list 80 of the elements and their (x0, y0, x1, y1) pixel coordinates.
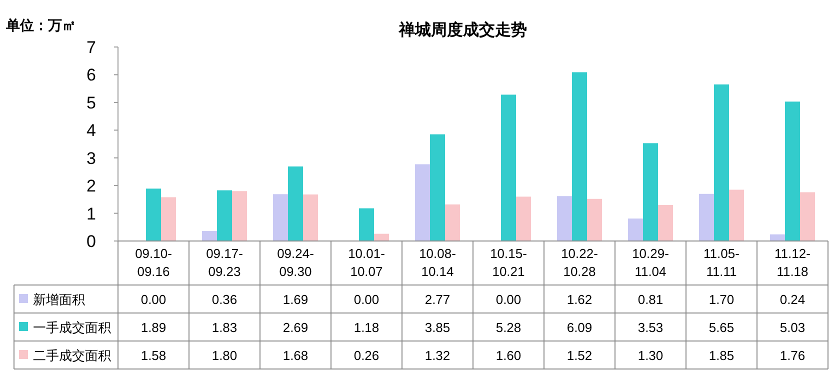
x-tick-label: 09.24-09.30 (277, 246, 314, 279)
bar (714, 84, 729, 241)
legend-label: 一手成交面积 (33, 320, 111, 335)
y-tick-label: 6 (86, 66, 96, 85)
data-label: 2.77 (424, 292, 450, 307)
bar (699, 194, 714, 241)
data-label: 2.69 (282, 320, 308, 335)
bar (643, 143, 658, 241)
data-label: 3.85 (424, 320, 450, 335)
data-label: 1.70 (708, 292, 734, 307)
data-label: 1.80 (212, 348, 238, 363)
data-label: 1.60 (496, 348, 522, 363)
data-label: 6.09 (566, 320, 592, 335)
bar (445, 204, 460, 241)
bar (572, 72, 587, 241)
data-label: 0.81 (638, 292, 664, 307)
bar (232, 191, 247, 241)
data-label: 5.28 (496, 320, 522, 335)
data-label: 1.58 (140, 348, 166, 363)
data-label: 3.53 (638, 320, 664, 335)
y-tick-label: 5 (86, 93, 96, 112)
x-tick-label: 10.22-10.28 (561, 246, 598, 279)
data-label: 1.18 (354, 320, 380, 335)
data-label: 1.62 (566, 292, 592, 307)
legend-label: 新增面积 (33, 292, 85, 307)
data-label: 0.00 (140, 292, 166, 307)
data-label: 0.24 (780, 292, 806, 307)
x-tick-label: 11.05-11.11 (704, 246, 740, 279)
bar (770, 234, 785, 241)
bar (516, 196, 531, 241)
bar (288, 166, 303, 241)
x-tick-label: 09.17-09.23 (206, 246, 243, 279)
x-tick-label: 10.15-10.21 (490, 246, 527, 279)
bar (800, 192, 815, 241)
data-label: 1.30 (638, 348, 664, 363)
bar (217, 190, 232, 241)
legend-label: 二手成交面积 (33, 348, 111, 363)
data-label: 0.26 (354, 348, 380, 363)
data-label: 1.83 (212, 320, 238, 335)
bar (430, 134, 445, 241)
bar (729, 190, 744, 241)
bar (587, 198, 602, 241)
y-tick-label: 7 (86, 38, 96, 57)
bar (658, 204, 673, 241)
bar (202, 231, 217, 241)
data-label: 1.32 (424, 348, 450, 363)
y-tick-label: 3 (86, 148, 96, 168)
data-label: 1.68 (282, 348, 308, 363)
x-tick-label: 10.01-10.07 (348, 246, 385, 279)
bar (161, 197, 176, 241)
x-tick-label: 10.29-11.04 (632, 246, 669, 279)
x-tick-label: 09.10-09.16 (135, 246, 172, 279)
bar (303, 194, 318, 241)
data-label: 5.03 (780, 320, 806, 335)
data-label: 0.00 (354, 292, 380, 307)
data-label: 1.69 (282, 292, 308, 307)
data-label: 0.36 (212, 292, 238, 307)
data-label: 1.89 (140, 320, 166, 335)
bar (628, 218, 643, 241)
bar (557, 196, 572, 241)
x-tick-label: 11.12-11.18 (774, 246, 810, 279)
data-label: 0.00 (496, 292, 522, 307)
y-tick-label: 2 (86, 176, 96, 196)
y-tick-label: 4 (86, 121, 96, 140)
data-label: 5.65 (708, 320, 734, 335)
bar (359, 208, 374, 241)
y-tick-label: 1 (86, 204, 96, 224)
y-axis-title: 单位：万㎡ (5, 17, 76, 33)
bar (273, 194, 288, 241)
x-tick-label: 10.08-10.14 (419, 246, 456, 279)
data-label: 1.52 (566, 348, 592, 363)
chart-title: 禅城周度成交走势 (398, 20, 527, 39)
data-label: 1.85 (708, 348, 734, 363)
bar (501, 94, 516, 241)
y-tick-label: 0 (86, 232, 96, 251)
bar (146, 188, 161, 241)
bar (415, 164, 430, 241)
bar (374, 234, 389, 241)
bar (785, 102, 800, 241)
data-label: 1.76 (780, 348, 806, 363)
